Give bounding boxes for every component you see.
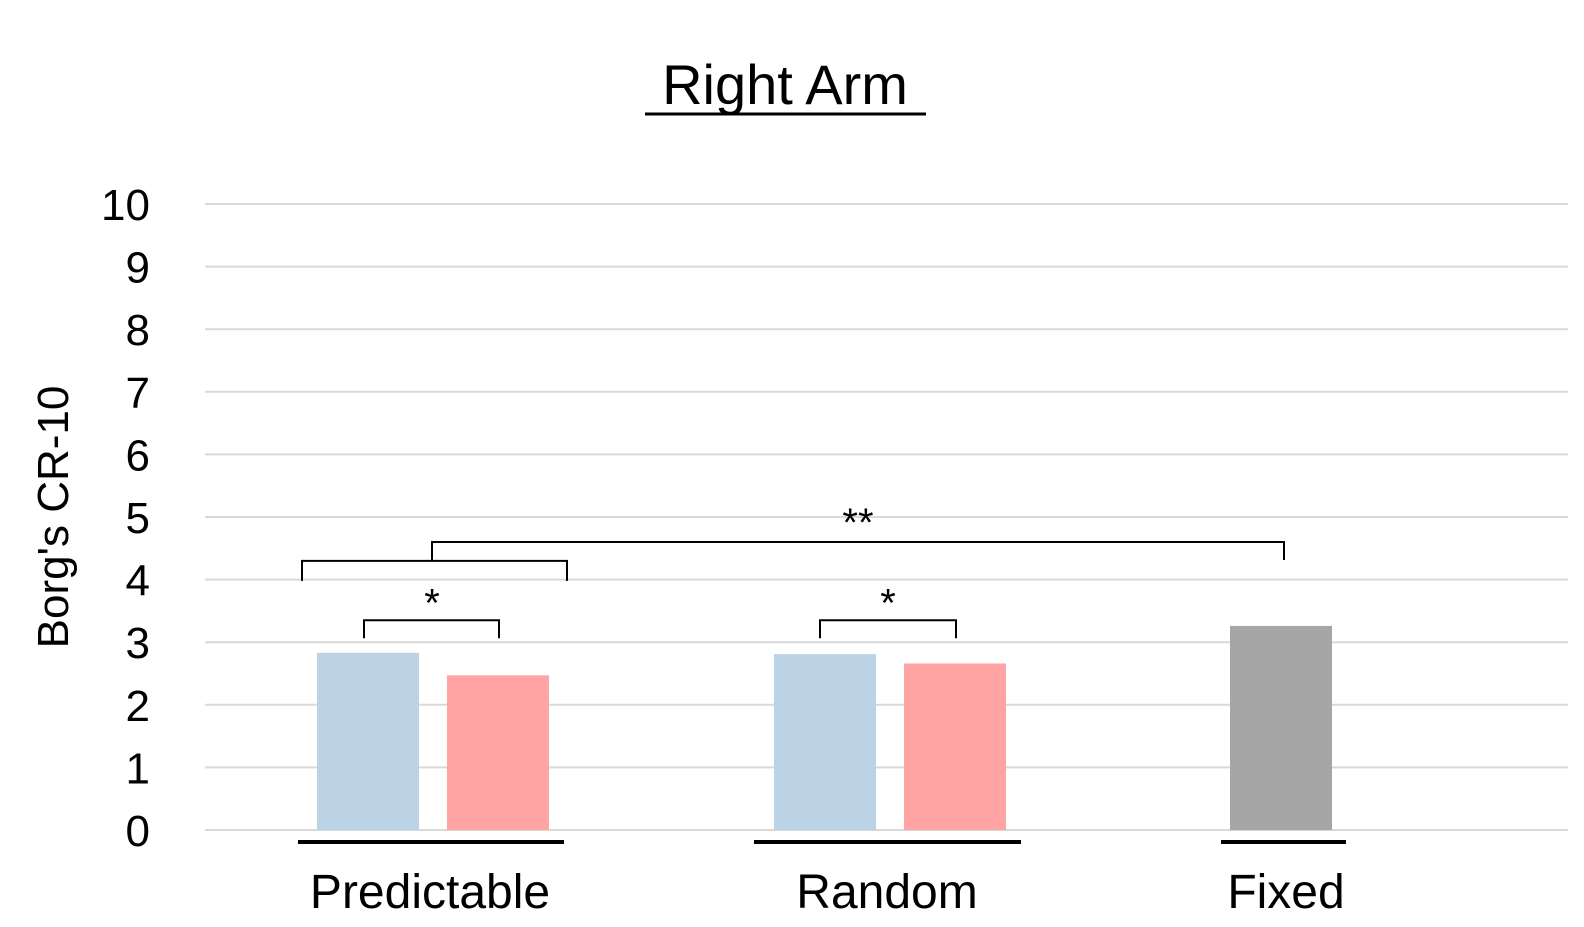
- y-tick-label: 6: [126, 431, 150, 480]
- y-axis-ticks: 0 1 2 3 4 5 6 7 8 9 10: [101, 181, 150, 856]
- y-tick-label: 3: [126, 619, 150, 668]
- y-axis-label: Borg's CR-10: [29, 386, 78, 649]
- y-tick-label: 4: [126, 557, 150, 606]
- category-label-predictable: Predictable: [310, 866, 550, 919]
- y-tick-label: 8: [126, 306, 150, 355]
- significance-bracket: [819, 619, 957, 639]
- significance-bracket: [363, 619, 500, 639]
- significance-marker: **: [842, 501, 873, 545]
- category-label-random: Random: [796, 866, 977, 919]
- significance-bracket-long: [431, 541, 1285, 561]
- significance-marker: *: [880, 581, 896, 625]
- category-label-fixed: Fixed: [1227, 866, 1344, 919]
- gridlines: [205, 203, 1568, 831]
- significance-marker: *: [424, 581, 440, 625]
- y-tick-label: 10: [101, 181, 150, 230]
- bar-random-2: [774, 654, 876, 830]
- category-axis: Predictable Random Fixed: [298, 840, 1346, 919]
- significance-bracket: [301, 559, 568, 581]
- bar-fixed-4: [1230, 625, 1332, 830]
- y-tick-label: 2: [126, 682, 150, 731]
- chart-title: Right Arm: [662, 53, 908, 116]
- y-tick-label: 7: [126, 369, 150, 418]
- significance-annotations: * ***: [301, 501, 1285, 639]
- bars: [317, 625, 1332, 830]
- y-tick-label: 1: [126, 744, 150, 793]
- bar-random-3: [904, 663, 1006, 830]
- bar-predictable-1: [447, 675, 549, 830]
- y-tick-label: 0: [126, 807, 150, 856]
- bar-predictable-0: [317, 652, 419, 830]
- y-tick-label: 9: [126, 244, 150, 293]
- y-tick-label: 5: [126, 494, 150, 543]
